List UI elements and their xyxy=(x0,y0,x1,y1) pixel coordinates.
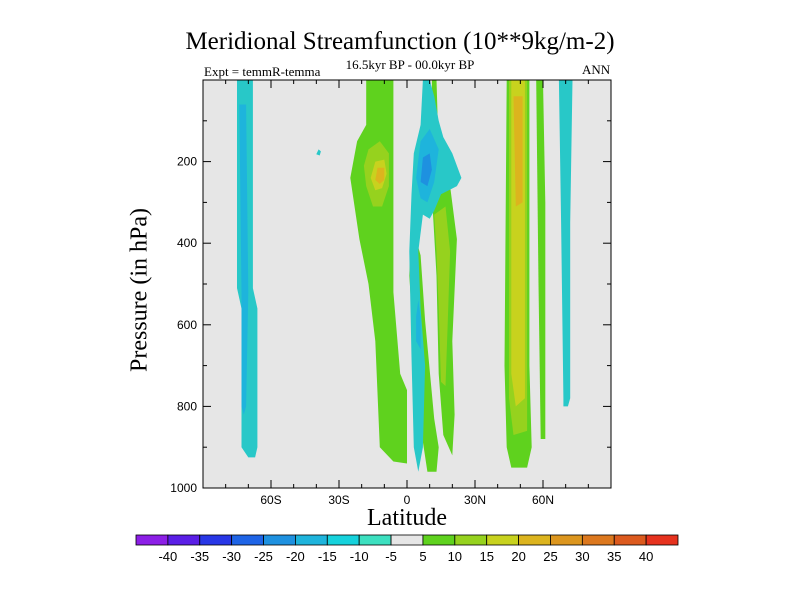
contour-region-19 xyxy=(536,80,546,439)
x-tick-label: 30S xyxy=(328,493,349,507)
y-tick-label: 800 xyxy=(177,399,197,413)
colorbar-swatch-6 xyxy=(326,534,360,546)
colorbar-swatch-11 xyxy=(486,534,519,546)
colorbar-swatch-13 xyxy=(550,534,583,546)
colorbar-label: -15 xyxy=(318,549,337,564)
contour-region-10 xyxy=(434,206,451,386)
chart-title: Meridional Streamfunction (10**9kg/m-2) xyxy=(185,28,615,55)
colorbar-label: -10 xyxy=(350,549,369,564)
y-tick-label: 600 xyxy=(177,318,197,332)
colorbar-swatch-14 xyxy=(581,534,615,546)
colorbar-swatch-3 xyxy=(231,534,264,546)
colorbar-label: 20 xyxy=(511,549,525,564)
colorbar-label: -30 xyxy=(222,549,241,564)
x-tick-label: 60N xyxy=(532,493,554,507)
colorbar-swatch-8 xyxy=(390,534,424,546)
colorbar-label: -25 xyxy=(254,549,273,564)
colorbar-label: 30 xyxy=(575,549,589,564)
colorbar-swatch-16 xyxy=(645,534,679,546)
x-axis-label: Latitude xyxy=(367,505,447,531)
colorbar-swatch-12 xyxy=(518,534,551,546)
y-tick-label: 400 xyxy=(177,236,197,250)
experiment-label: Expt = temmR-temma xyxy=(204,64,321,79)
x-tick-label: 60S xyxy=(260,493,281,507)
colorbar-label: -5 xyxy=(385,549,397,564)
colorbar-label: 25 xyxy=(543,549,557,564)
y-tick-label: 1000 xyxy=(170,481,197,495)
contour-region-20 xyxy=(558,80,573,407)
contour-region-3 xyxy=(350,80,407,464)
contour-region-14 xyxy=(416,300,421,350)
chart-subtitle: 16.5kyr BP - 00.0kyr BP xyxy=(345,57,475,72)
contour-region-18 xyxy=(513,96,523,207)
colorbar-label: 35 xyxy=(607,549,621,564)
contour-region-2 xyxy=(316,149,321,156)
colorbar-swatch-1 xyxy=(167,534,201,546)
colorbar-label: 15 xyxy=(479,549,493,564)
colorbar-swatch-9 xyxy=(422,534,456,546)
contour-region-6 xyxy=(375,167,385,184)
contour-region-13 xyxy=(420,153,432,187)
period-label: ANN xyxy=(582,62,611,77)
colorbar-swatch-15 xyxy=(613,534,647,546)
colorbar-label: -40 xyxy=(158,549,177,564)
colorbar-label: -35 xyxy=(190,549,209,564)
colorbar-label: 40 xyxy=(639,549,653,564)
x-tick-label: 0 xyxy=(404,493,411,507)
colorbar-swatch-0 xyxy=(135,534,169,546)
colorbar-swatch-7 xyxy=(358,534,392,546)
colorbar-swatch-5 xyxy=(295,534,328,546)
colorbar-label: 5 xyxy=(419,549,426,564)
y-tick-label: 200 xyxy=(177,155,197,169)
colorbar-label: -20 xyxy=(286,549,305,564)
colorbar-swatch-10 xyxy=(454,534,488,546)
colorbar-swatch-4 xyxy=(263,534,296,546)
colorbar-swatch-2 xyxy=(199,534,233,546)
contour-region-1 xyxy=(239,104,249,415)
x-tick-label: 30N xyxy=(464,493,486,507)
colorbar-label: 10 xyxy=(448,549,462,564)
